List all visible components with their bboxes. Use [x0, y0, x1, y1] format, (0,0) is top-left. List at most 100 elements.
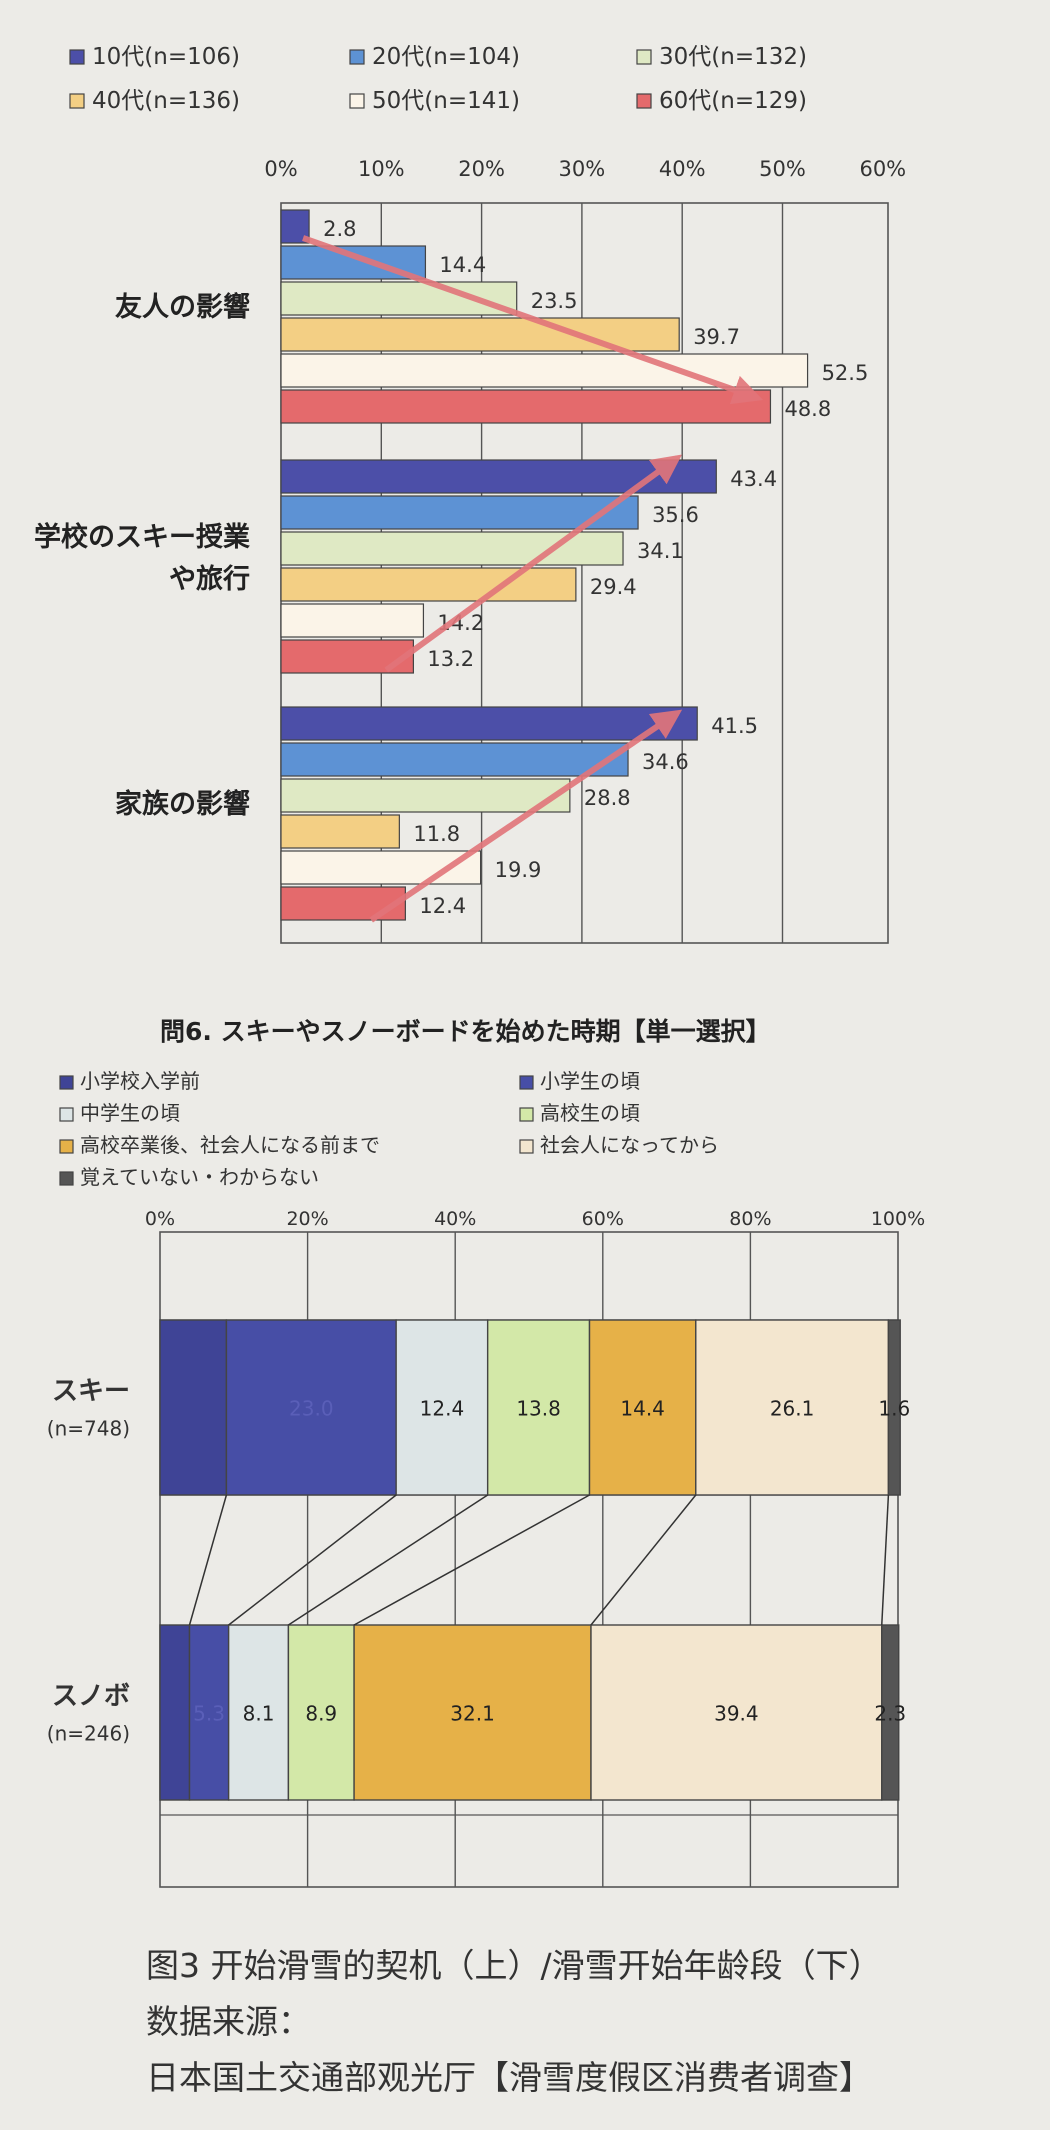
bar-segment	[590, 1624, 883, 1801]
bar-segment	[881, 1624, 900, 1801]
data-label: 14.4	[439, 253, 486, 277]
legend-label: 50代(n=141)	[372, 88, 520, 114]
category-label: スキー	[52, 1377, 130, 1407]
data-label: 39.7	[693, 325, 740, 349]
data-label: 48.8	[784, 397, 831, 421]
caption-source-label: 数据来源：	[146, 2002, 311, 2041]
x-tick-label: 10%	[358, 157, 405, 181]
bar	[280, 814, 400, 849]
connector-line	[288, 1494, 489, 1626]
bar	[280, 886, 406, 921]
legend-swatch	[519, 1107, 534, 1122]
segment-label: 8.9	[305, 1702, 337, 1726]
segment-label: 23.0	[289, 1397, 334, 1421]
segment-label: 1.6	[878, 1397, 910, 1421]
legend-swatch	[519, 1075, 534, 1090]
plot-frame	[159, 1231, 899, 1888]
legend-label: 60代(n=129)	[659, 88, 807, 114]
bar	[280, 317, 680, 352]
legend-swatch	[59, 1139, 74, 1154]
bar-segment	[486, 1319, 591, 1496]
legend-label: 中学生の頃	[80, 1101, 180, 1125]
connector-line	[590, 1494, 697, 1626]
segment-label: 13.8	[516, 1397, 561, 1421]
bar	[280, 742, 629, 777]
legend-label: 30代(n=132)	[659, 44, 807, 70]
legend-label: 覚えていない・わからない	[80, 1165, 319, 1189]
bar-segment	[287, 1624, 355, 1801]
trend-arrow	[369, 709, 683, 923]
bar-segment	[353, 1624, 592, 1801]
data-label: 35.6	[652, 503, 699, 527]
data-label: 19.9	[495, 858, 542, 882]
x-tick-label: 80%	[729, 1208, 771, 1230]
legend-label: 10代(n=106)	[92, 44, 240, 70]
data-label: 41.5	[711, 714, 758, 738]
data-label: 12.4	[419, 894, 466, 918]
legend-swatch	[59, 1171, 74, 1186]
x-tick-label: 20%	[458, 157, 505, 181]
legend-swatch	[69, 93, 85, 109]
segment-label: 12.4	[420, 1397, 465, 1421]
data-label: 13.2	[427, 647, 474, 671]
legend-swatch	[519, 1139, 534, 1154]
legend-label: 高校卒業後、社会人になる前まで	[80, 1133, 380, 1157]
x-tick-label: 40%	[434, 1208, 476, 1230]
legend-swatch	[69, 49, 85, 65]
bar	[280, 389, 772, 424]
bar-segment	[188, 1624, 230, 1801]
segment-label: 32.1	[450, 1702, 495, 1726]
data-label: 34.1	[637, 539, 684, 563]
category-label: 学校のスキー授業	[34, 521, 250, 553]
x-tick-label: 50%	[759, 157, 806, 181]
legend-swatch	[349, 49, 365, 65]
data-label: 28.8	[584, 786, 631, 810]
data-label: 52.5	[822, 361, 869, 385]
legend-label: 社会人になってから	[540, 1133, 719, 1157]
trend-arrow	[302, 235, 764, 405]
connector-line	[353, 1494, 590, 1626]
data-label: 11.8	[413, 822, 460, 846]
category-label: (n=748)	[47, 1417, 130, 1441]
bar	[280, 778, 571, 813]
x-tick-label: 60%	[859, 157, 906, 181]
bar-segment	[588, 1319, 697, 1496]
x-tick-label: 0%	[264, 157, 297, 181]
segment-label: 2.3	[874, 1702, 906, 1726]
legend-label: 20代(n=104)	[372, 44, 520, 70]
x-tick-label: 30%	[559, 157, 606, 181]
bar-segment	[227, 1624, 290, 1801]
data-label: 34.6	[642, 750, 689, 774]
bar	[280, 459, 717, 494]
legend-swatch	[349, 93, 365, 109]
category-label: (n=246)	[47, 1722, 130, 1746]
x-tick-label: 0%	[145, 1208, 175, 1230]
category-label: や旅行	[169, 563, 250, 595]
chart-start-reason: 10代(n=106) 20代(n=104) 30代(n=132) 40代(n=136)…	[34, 44, 906, 944]
bar	[280, 353, 809, 388]
x-tick-label: 60%	[582, 1208, 624, 1230]
category-label: 家族の影響	[115, 788, 250, 820]
legend-label: 高校生の頃	[540, 1101, 640, 1125]
connector-line	[188, 1494, 228, 1626]
data-label: 23.5	[531, 289, 578, 313]
legend-swatch	[636, 93, 652, 109]
caption-title: 图3 开始滑雪的契机（上）/滑雪开始年龄段（下）	[146, 1946, 882, 1985]
segment-label: 39.4	[714, 1702, 759, 1726]
legend-label: 40代(n=136)	[92, 88, 240, 114]
x-tick-label: 40%	[659, 157, 706, 181]
x-tick-label: 20%	[286, 1208, 328, 1230]
legend-swatch	[59, 1075, 74, 1090]
segment-label: 8.1	[243, 1702, 275, 1726]
segment-label: 26.1	[770, 1397, 815, 1421]
segment-label: 5.3	[193, 1702, 225, 1726]
bar-segment	[225, 1319, 397, 1496]
bar-segment	[695, 1319, 890, 1496]
bar-segment	[887, 1319, 901, 1496]
bar	[280, 567, 577, 602]
bar	[280, 495, 639, 530]
bar-segment	[159, 1624, 191, 1801]
bar-segment	[159, 1319, 228, 1496]
figure-caption: 图3 开始滑雪的契机（上）/滑雪开始年龄段（下） 数据来源： 日本国土交通部观光…	[146, 1938, 882, 2106]
